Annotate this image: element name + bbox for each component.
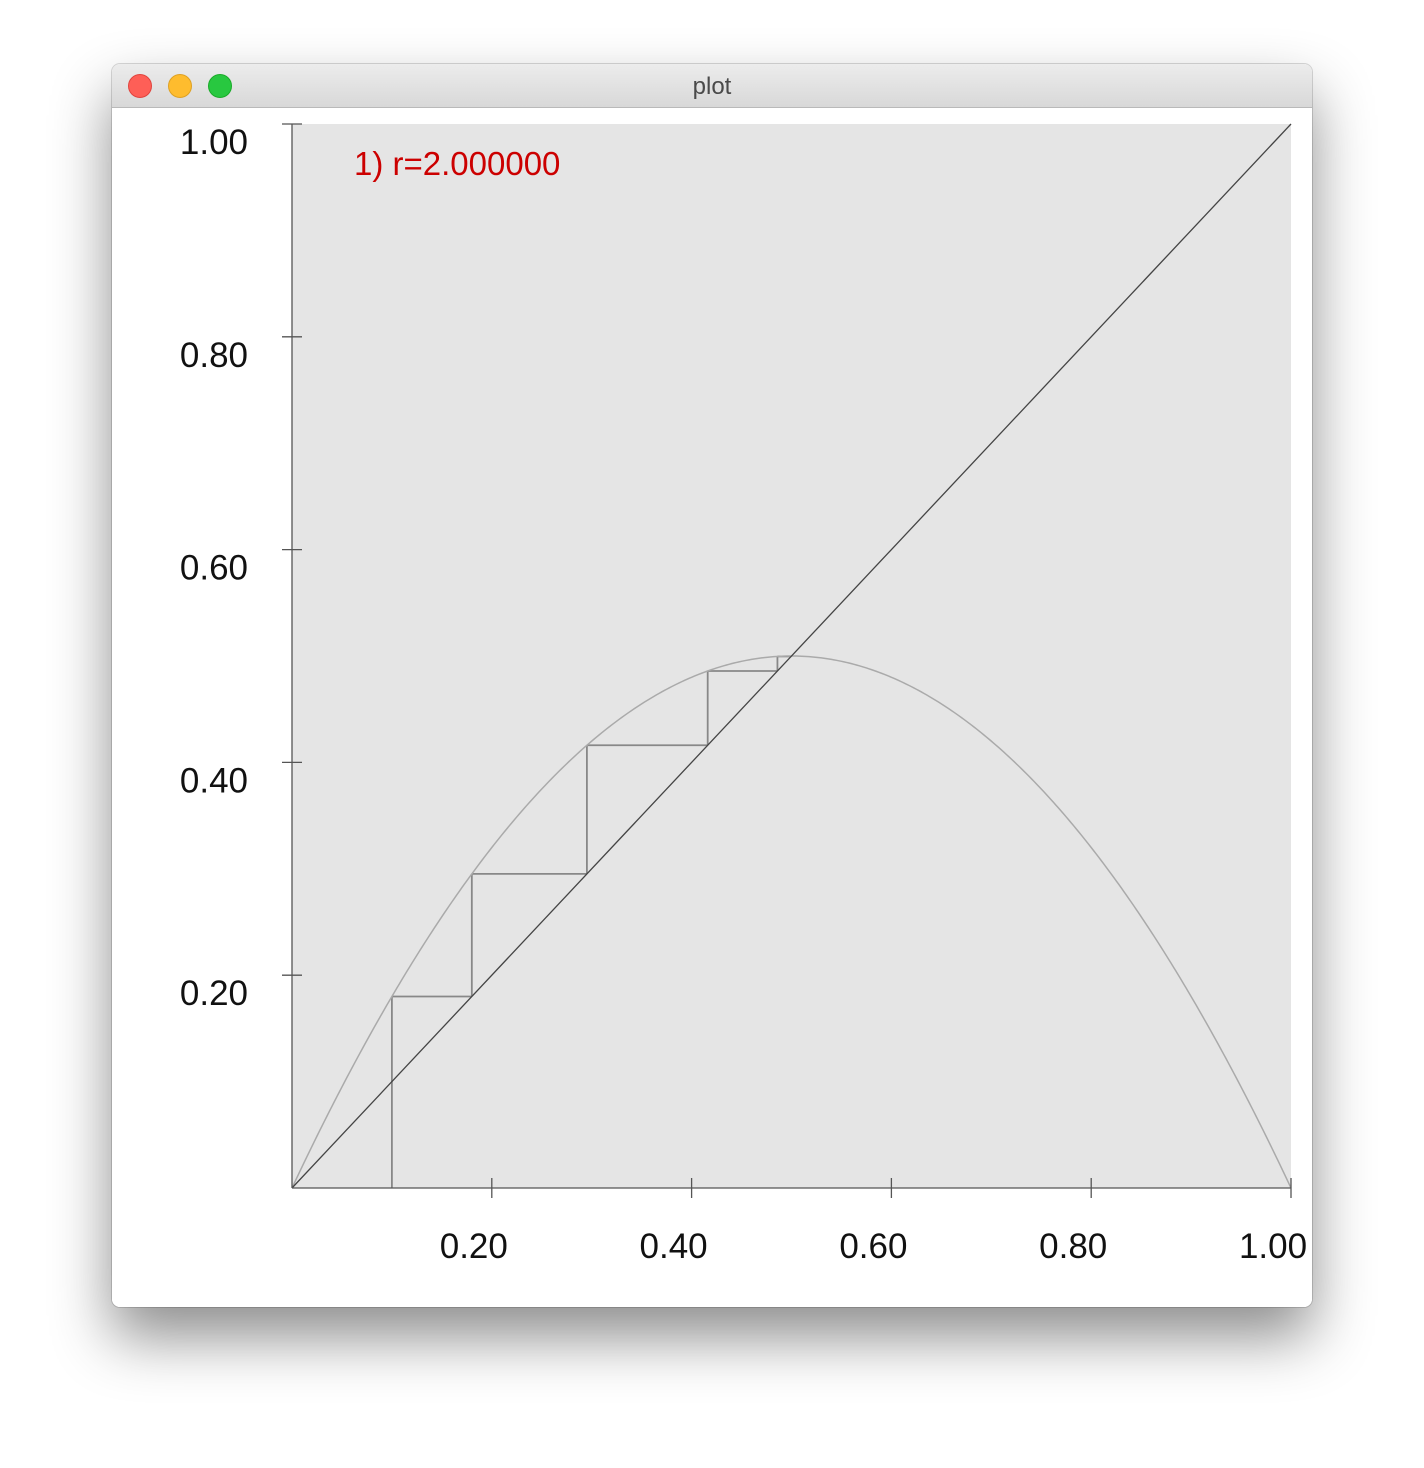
x-tick-label: 1.00 (1239, 1227, 1307, 1266)
y-tick-label: 0.60 (180, 549, 248, 588)
y-tick-label: 1.00 (180, 123, 248, 162)
close-button[interactable] (128, 74, 152, 98)
identity-line (291, 123, 1292, 1189)
plot-window: plot 0.20 0.40 0.60 0.80 1.00 0.20 0.40 0.60 0.… (112, 64, 1312, 1307)
r-annotation: 1) r=2.000000 (354, 145, 560, 182)
minimize-button[interactable] (168, 74, 192, 98)
y-tick-label: 0.20 (180, 974, 248, 1013)
y-ticks: 0.20 0.40 0.60 0.80 1.00 (180, 123, 302, 1013)
window-title: plot (692, 73, 732, 100)
y-tick-label: 0.40 (180, 761, 248, 800)
zoom-button[interactable] (208, 74, 232, 98)
x-tick-label: 0.80 (1039, 1227, 1107, 1266)
x-tick-label: 0.40 (640, 1227, 708, 1266)
cobweb-layer (390, 655, 793, 1188)
title-bar[interactable]: plot (112, 64, 1312, 108)
y-tick-label: 0.80 (180, 336, 248, 375)
cobweb-chart: 0.20 0.40 0.60 0.80 1.00 0.20 0.40 0.60 0.80 1.0… (180, 123, 1307, 1266)
x-ticks: 0.20 0.40 0.60 0.80 1.00 (440, 1178, 1307, 1266)
x-tick-label: 0.20 (440, 1227, 508, 1266)
plot-area: 0.20 0.40 0.60 0.80 1.00 0.20 0.40 0.60 0.80 1.0… (112, 108, 1312, 1307)
x-tick-label: 0.60 (839, 1227, 907, 1266)
